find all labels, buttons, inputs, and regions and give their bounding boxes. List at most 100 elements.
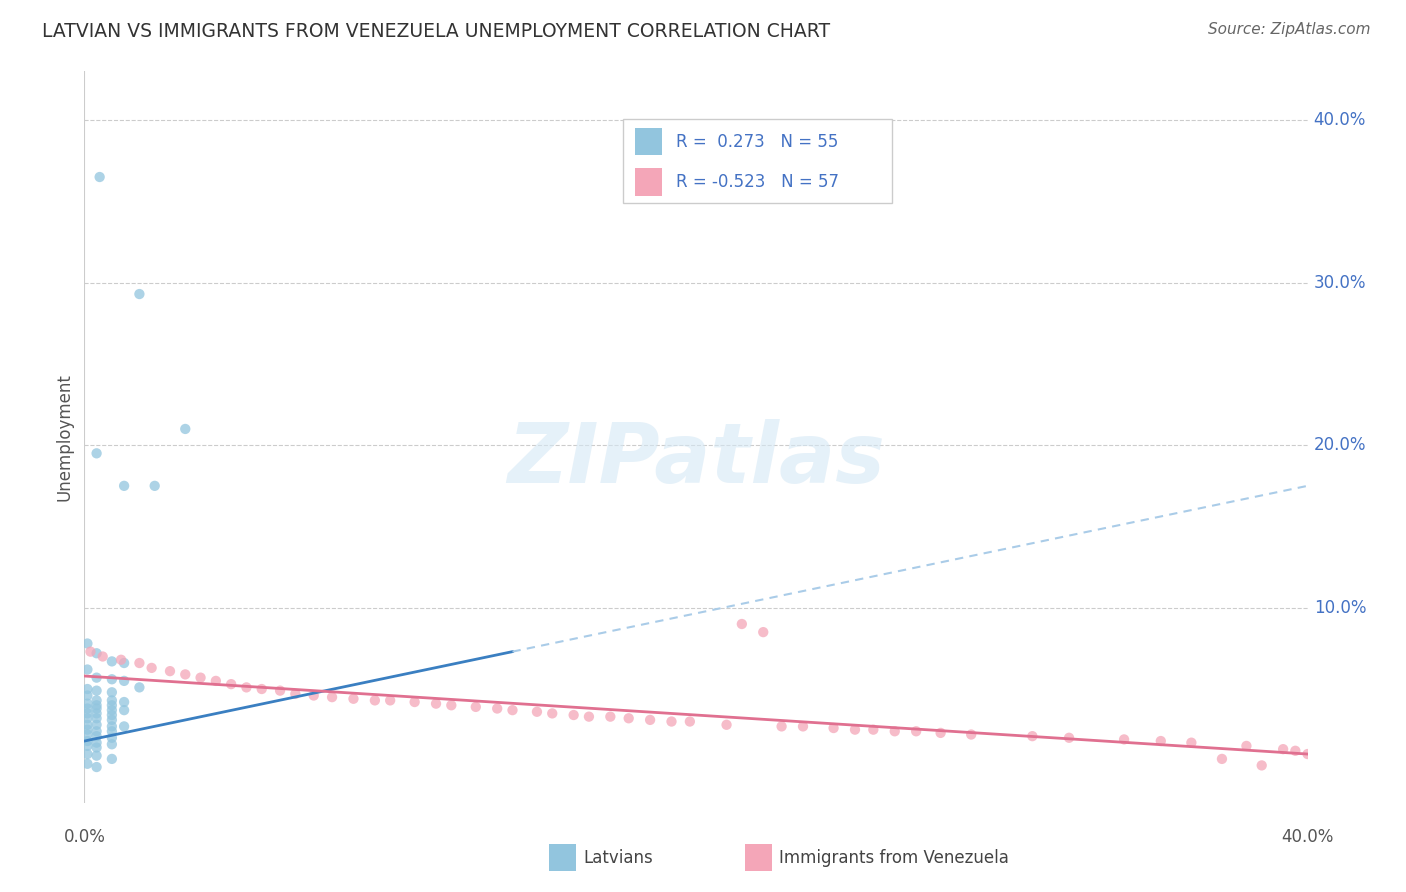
Point [752,625,775,640]
Point [76,701,98,715]
Point [86,729,108,743]
Point [342,691,364,706]
Point [101,693,124,707]
Point [101,703,124,717]
Point [86,718,108,732]
Point [76,711,98,725]
Point [76,663,98,677]
Point [110,653,132,667]
Point [159,664,181,678]
Point [76,636,98,650]
Point [76,706,98,721]
Point [1114,732,1136,747]
Point [1296,747,1319,761]
Point [89,169,111,184]
Point [905,724,928,739]
Bar [745,845,772,871]
Point [76,747,98,761]
Y-axis label: Unemployment: Unemployment [55,373,73,501]
Point [101,673,124,687]
Point [86,698,108,713]
Point [174,422,197,436]
Point [617,711,640,725]
Point [101,713,124,727]
Point [86,701,108,715]
Text: R =  0.273   N = 55: R = 0.273 N = 55 [676,133,839,151]
Point [174,667,197,681]
Point [1284,744,1306,758]
Text: LATVIAN VS IMMIGRANTS FROM VENEZUELA UNEMPLOYMENT CORRELATION CHART: LATVIAN VS IMMIGRANTS FROM VENEZUELA UNE… [42,22,831,41]
Point [86,711,108,725]
Bar [636,168,662,195]
Point [86,760,108,774]
Point [823,721,845,735]
Point [112,719,135,733]
Point [101,685,124,699]
Point [1180,736,1202,750]
Point [541,706,564,721]
Point [86,706,108,721]
Point [101,752,124,766]
Point [112,673,135,688]
Point [486,701,509,715]
Point [76,734,98,748]
Point [112,703,135,717]
Point [235,681,257,695]
Point [143,479,166,493]
Point [76,697,98,711]
Point [770,719,793,733]
Point [101,654,124,668]
Point [862,723,884,737]
Point [86,671,108,685]
Point [716,718,738,732]
Bar [636,128,662,155]
Point [269,683,291,698]
Text: Immigrants from Venezuela: Immigrants from Venezuela [779,848,1010,867]
Text: 20.0%: 20.0% [1313,436,1367,454]
Point [76,718,98,732]
Point [502,703,524,717]
Point [929,726,952,740]
Point [638,713,661,727]
Text: 30.0%: 30.0% [1313,274,1367,292]
Point [76,689,98,703]
Point [86,736,108,750]
Point [250,681,273,696]
Point [661,714,683,729]
Point [425,697,447,711]
Point [141,661,163,675]
Point [731,617,754,632]
Point [101,737,124,751]
Point [599,709,621,723]
Point [302,689,325,703]
Point [86,683,108,698]
Point [112,479,135,493]
Text: ZIPatlas: ZIPatlas [508,418,884,500]
Point [321,690,343,705]
Text: 10.0%: 10.0% [1313,599,1367,616]
Point [86,693,108,707]
Point [86,748,108,763]
Point [112,695,135,709]
Point [128,656,150,670]
Point [578,709,600,723]
Point [112,656,135,670]
Point [960,727,983,741]
Point [86,724,108,739]
Point [1057,731,1080,745]
Point [190,671,212,685]
Point [844,723,866,737]
Point [128,287,150,301]
Text: Source: ZipAtlas.com: Source: ZipAtlas.com [1208,22,1371,37]
Point [1236,739,1258,753]
Point [76,727,98,741]
Point [101,731,124,745]
Point [76,739,98,753]
Point [76,681,98,696]
Point [101,724,124,739]
Bar [550,845,576,871]
Point [86,646,108,660]
Point [404,695,426,709]
Point [86,740,108,755]
Point [86,446,108,460]
